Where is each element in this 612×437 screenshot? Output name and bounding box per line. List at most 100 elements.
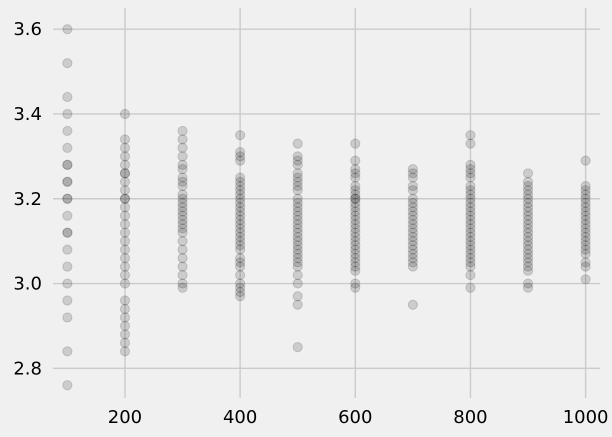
data-point bbox=[62, 193, 73, 204]
data-point bbox=[177, 223, 188, 234]
data-point bbox=[465, 240, 476, 251]
data-point bbox=[177, 151, 188, 162]
data-point bbox=[465, 223, 476, 234]
data-point bbox=[119, 219, 131, 230]
data-point bbox=[235, 240, 246, 251]
data-point bbox=[580, 261, 591, 272]
data-point bbox=[62, 176, 73, 187]
data-point bbox=[465, 197, 476, 209]
data-point bbox=[580, 227, 591, 238]
data-point bbox=[580, 180, 591, 192]
data-point bbox=[62, 380, 73, 391]
data-point bbox=[119, 227, 131, 238]
data-point bbox=[292, 138, 303, 149]
data-point bbox=[580, 214, 591, 226]
data-point bbox=[119, 210, 131, 221]
data-point bbox=[580, 210, 591, 221]
data-point bbox=[292, 214, 303, 226]
data-point bbox=[177, 282, 188, 293]
data-point bbox=[235, 219, 246, 230]
data-point bbox=[177, 253, 188, 264]
data-point bbox=[177, 202, 188, 213]
data-point bbox=[350, 163, 361, 175]
data-point bbox=[235, 130, 246, 141]
data-point bbox=[407, 236, 418, 247]
data-point bbox=[62, 176, 73, 187]
data-point bbox=[407, 202, 418, 213]
data-point bbox=[292, 269, 303, 281]
data-point bbox=[119, 278, 131, 289]
data-point bbox=[177, 206, 188, 217]
data-point bbox=[177, 159, 188, 170]
data-point bbox=[580, 236, 591, 247]
data-point bbox=[292, 193, 303, 204]
data-point bbox=[119, 202, 131, 213]
y-tick-label: 3.0 bbox=[13, 274, 42, 295]
data-point bbox=[292, 155, 303, 166]
x-axis-tick-labels: 200 400 600 800 1000 bbox=[108, 407, 609, 428]
data-point bbox=[177, 214, 188, 226]
data-point bbox=[235, 261, 246, 272]
x-tick-label: 600 bbox=[338, 407, 372, 428]
data-point bbox=[62, 227, 73, 238]
data-point bbox=[522, 193, 534, 204]
data-point bbox=[465, 219, 476, 230]
data-point bbox=[119, 346, 131, 357]
data-point bbox=[465, 193, 476, 204]
data-point bbox=[235, 291, 246, 302]
x-tick-label: 400 bbox=[223, 407, 257, 428]
data-point bbox=[119, 134, 131, 145]
data-point bbox=[580, 185, 591, 196]
data-point bbox=[62, 312, 73, 323]
data-point bbox=[350, 193, 361, 204]
data-point bbox=[235, 180, 246, 192]
data-point bbox=[350, 257, 361, 268]
data-point bbox=[119, 168, 131, 179]
data-point bbox=[119, 159, 131, 170]
data-point bbox=[119, 236, 131, 247]
data-point bbox=[465, 206, 476, 217]
data-point bbox=[235, 189, 246, 200]
data-point bbox=[235, 278, 246, 289]
data-point bbox=[522, 236, 534, 247]
data-point bbox=[407, 214, 418, 226]
data-point bbox=[522, 248, 534, 259]
data-point bbox=[62, 261, 73, 272]
data-point bbox=[522, 253, 534, 264]
data-point bbox=[119, 253, 131, 264]
data-point bbox=[465, 163, 476, 175]
data-point bbox=[119, 320, 131, 332]
data-point bbox=[235, 236, 246, 247]
data-point bbox=[177, 142, 188, 153]
data-point bbox=[350, 223, 361, 234]
data-point bbox=[350, 206, 361, 217]
data-point bbox=[119, 312, 131, 323]
data-point bbox=[62, 295, 73, 306]
data-point bbox=[62, 210, 73, 221]
data-point bbox=[522, 202, 534, 213]
data-point bbox=[62, 244, 73, 255]
data-point bbox=[350, 185, 361, 196]
data-point bbox=[62, 24, 73, 35]
data-point bbox=[119, 337, 131, 348]
data-point bbox=[465, 244, 476, 255]
data-point bbox=[407, 172, 418, 183]
data-point bbox=[62, 159, 73, 170]
data-point bbox=[522, 214, 534, 226]
data-point bbox=[235, 227, 246, 238]
data-point bbox=[350, 193, 361, 204]
data-point bbox=[177, 125, 188, 137]
data-point bbox=[350, 282, 361, 293]
data-point bbox=[522, 206, 534, 217]
data-point bbox=[580, 202, 591, 213]
data-point bbox=[350, 210, 361, 221]
data-point bbox=[177, 244, 188, 255]
data-point bbox=[119, 269, 131, 281]
data-point bbox=[465, 180, 476, 192]
data-point bbox=[350, 155, 361, 166]
data-point bbox=[522, 185, 534, 196]
data-point bbox=[407, 253, 418, 264]
data-point bbox=[580, 155, 591, 166]
data-point bbox=[62, 142, 73, 153]
data-point bbox=[407, 210, 418, 221]
